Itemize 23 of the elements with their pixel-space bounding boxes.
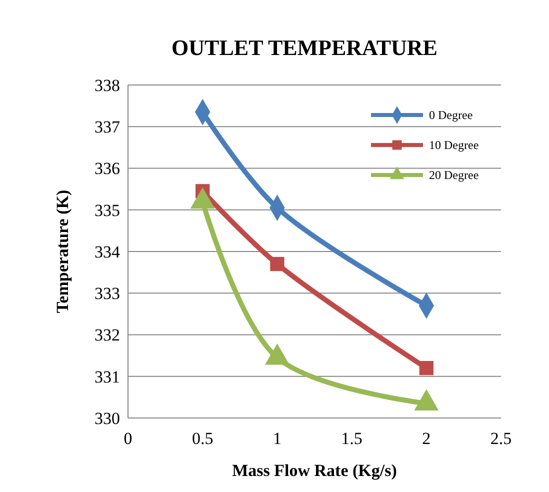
y-tick-label: 330	[94, 408, 120, 428]
y-tick-label: 333	[94, 284, 120, 304]
point	[270, 256, 284, 272]
point	[419, 360, 434, 376]
y-tick-label: 335	[94, 200, 120, 220]
x-tick-label: 0.5	[192, 429, 214, 448]
y-tick-label: 336	[94, 159, 120, 178]
legend-label: 10 Degree	[429, 138, 479, 152]
legend-label: 20 Degree	[429, 168, 479, 182]
x-tick-label: 1.5	[341, 429, 362, 448]
x-tick-label: 0	[124, 429, 132, 448]
y-axis-title: Temperature (K)	[53, 190, 72, 314]
x-axis-title: Mass Flow Rate (Kg/s)	[232, 461, 397, 480]
x-tick-label: 1	[272, 429, 282, 448]
y-tick-label: 332	[94, 326, 120, 345]
x-tick-label: 2	[422, 429, 431, 448]
legend-label: 0 Degree	[429, 108, 473, 122]
chart-title: OUTLET TEMPERATURE	[172, 35, 438, 60]
y-tick-label: 334	[94, 242, 120, 262]
y-tick-label: 338	[94, 76, 120, 95]
y-tick-label: 337	[94, 118, 120, 137]
x-tick-label: 2.5	[490, 429, 512, 448]
y-tick-label: 331	[94, 367, 120, 386]
